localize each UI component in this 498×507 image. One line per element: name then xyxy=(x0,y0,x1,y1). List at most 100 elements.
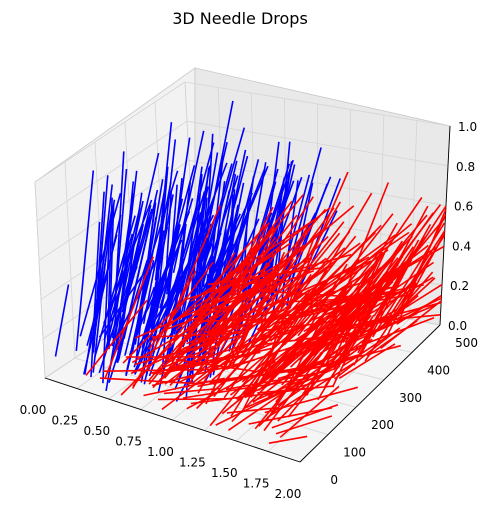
needle-segment-red xyxy=(182,377,309,399)
needle-segment-red xyxy=(248,333,310,396)
chart-title: 3D Needle Drops xyxy=(172,9,308,28)
y-axis-line xyxy=(299,324,441,463)
needle-segment-blue xyxy=(172,130,205,273)
needle-segments xyxy=(54,100,447,444)
needle-segment-red xyxy=(211,333,267,381)
needle-segment-red xyxy=(224,226,275,301)
needle-segment-red xyxy=(186,316,252,345)
needle-segment-blue xyxy=(219,212,273,320)
needle-segment-blue xyxy=(179,165,211,333)
needle-segment-red xyxy=(218,207,331,294)
needle-segment-red xyxy=(85,299,148,376)
needle-segment-red xyxy=(248,407,333,425)
needle-segment-red xyxy=(221,244,305,315)
needle-segment-blue xyxy=(142,181,172,325)
needle-segment-red xyxy=(197,362,325,388)
z-tick-label: 0.2 xyxy=(450,279,469,293)
needle-segment-red xyxy=(325,280,373,365)
needle-segment-red xyxy=(313,344,402,370)
needle-segment-red xyxy=(277,366,331,422)
y-tick-label: 0 xyxy=(330,473,338,487)
z-gridline xyxy=(184,81,451,127)
needle-segment-blue xyxy=(90,221,101,378)
needle-segment-red xyxy=(312,286,390,321)
tick-labels: 0.00 0.25 0.50 0.75 1.00 1.25 1.50 1.75 2.00 0 100… xyxy=(20,120,478,501)
needle-segment-red xyxy=(233,206,274,280)
needle-segment-red xyxy=(169,267,279,386)
needle-segment-red xyxy=(99,377,204,385)
needle-segment-red xyxy=(197,326,237,362)
needle-segment-red xyxy=(104,256,154,379)
z-tick-label: 1.0 xyxy=(458,120,477,134)
needle-segment-blue xyxy=(223,168,266,272)
needle-segment-red xyxy=(251,282,328,387)
y-gridline xyxy=(94,141,106,339)
z-gridline xyxy=(186,120,449,167)
needle-segment-red xyxy=(323,293,412,311)
needle-segment-red xyxy=(271,404,339,429)
y-tick-label: 200 xyxy=(371,418,394,432)
needle-segment-red xyxy=(242,226,312,335)
needle-segment-red xyxy=(266,237,315,362)
needle-segment-red xyxy=(225,325,355,370)
y-tick-label: 500 xyxy=(455,336,478,350)
needle-segment-red xyxy=(345,304,436,344)
needle-segment-red xyxy=(402,283,443,310)
needle-segment-blue xyxy=(191,197,208,384)
needle-segment-red xyxy=(161,303,236,332)
y-tick-label: 400 xyxy=(427,363,450,377)
needle-segment-red xyxy=(357,261,434,316)
needle-segment-blue xyxy=(186,152,219,334)
z-gridline xyxy=(188,160,447,206)
needle-segment-red xyxy=(315,290,407,305)
needle-segment-blue xyxy=(75,170,95,351)
x-gridline xyxy=(347,109,351,308)
needle-segment-blue xyxy=(154,122,173,281)
needle-segment-red xyxy=(364,282,418,362)
x-tick-label: 1.50 xyxy=(211,466,238,480)
needle-segment-blue xyxy=(175,306,226,402)
needle-segment-red xyxy=(132,304,204,387)
needle-segment-red xyxy=(275,415,333,435)
needle-segment-blue xyxy=(191,215,217,297)
needle-segment-red xyxy=(349,204,442,324)
z-axis-line xyxy=(439,125,451,326)
needle-segment-blue xyxy=(167,142,215,312)
needle-segment-red xyxy=(342,252,386,344)
needle-segment-red xyxy=(383,230,446,326)
needle-segment-red xyxy=(342,334,391,367)
needle-segment-red xyxy=(214,323,310,364)
needle-segment-red xyxy=(225,370,329,391)
needle-segment-blue xyxy=(113,168,128,316)
needle-segment-red xyxy=(254,267,374,344)
x-tick-label: 0.75 xyxy=(115,435,142,449)
needle-segment-blue xyxy=(140,216,157,303)
needle-segment-red xyxy=(339,265,401,342)
needle-segment-red xyxy=(373,314,441,322)
needle-segment-red xyxy=(277,338,373,406)
needle-segment-blue xyxy=(163,191,206,326)
needle-segment-blue xyxy=(54,284,70,357)
needle-segment-red xyxy=(226,407,279,414)
needle-segment-blue xyxy=(117,229,149,361)
needle-segment-red xyxy=(189,321,259,380)
needle-segment-blue xyxy=(116,181,135,350)
needle-segment-blue xyxy=(269,174,311,322)
needle-segment-red xyxy=(134,303,211,339)
needle-segment-red xyxy=(163,263,256,379)
z-gridline xyxy=(40,199,192,300)
needle-segment-red xyxy=(219,200,293,297)
needle-segment-blue xyxy=(281,147,322,290)
needle-segment-red xyxy=(257,289,317,352)
needle-segment-red xyxy=(155,297,256,385)
needle-segment-red xyxy=(230,289,311,417)
needle-segment-red xyxy=(177,358,225,384)
needle-segment-blue xyxy=(199,127,246,282)
needle-segment-red xyxy=(264,386,359,414)
needle-segment-red xyxy=(152,328,295,376)
needle-segment-red xyxy=(267,362,355,418)
x-tick-label: 2.00 xyxy=(275,487,302,501)
needle-segment-blue xyxy=(98,208,153,374)
x-tick-label: 1.25 xyxy=(179,456,206,470)
